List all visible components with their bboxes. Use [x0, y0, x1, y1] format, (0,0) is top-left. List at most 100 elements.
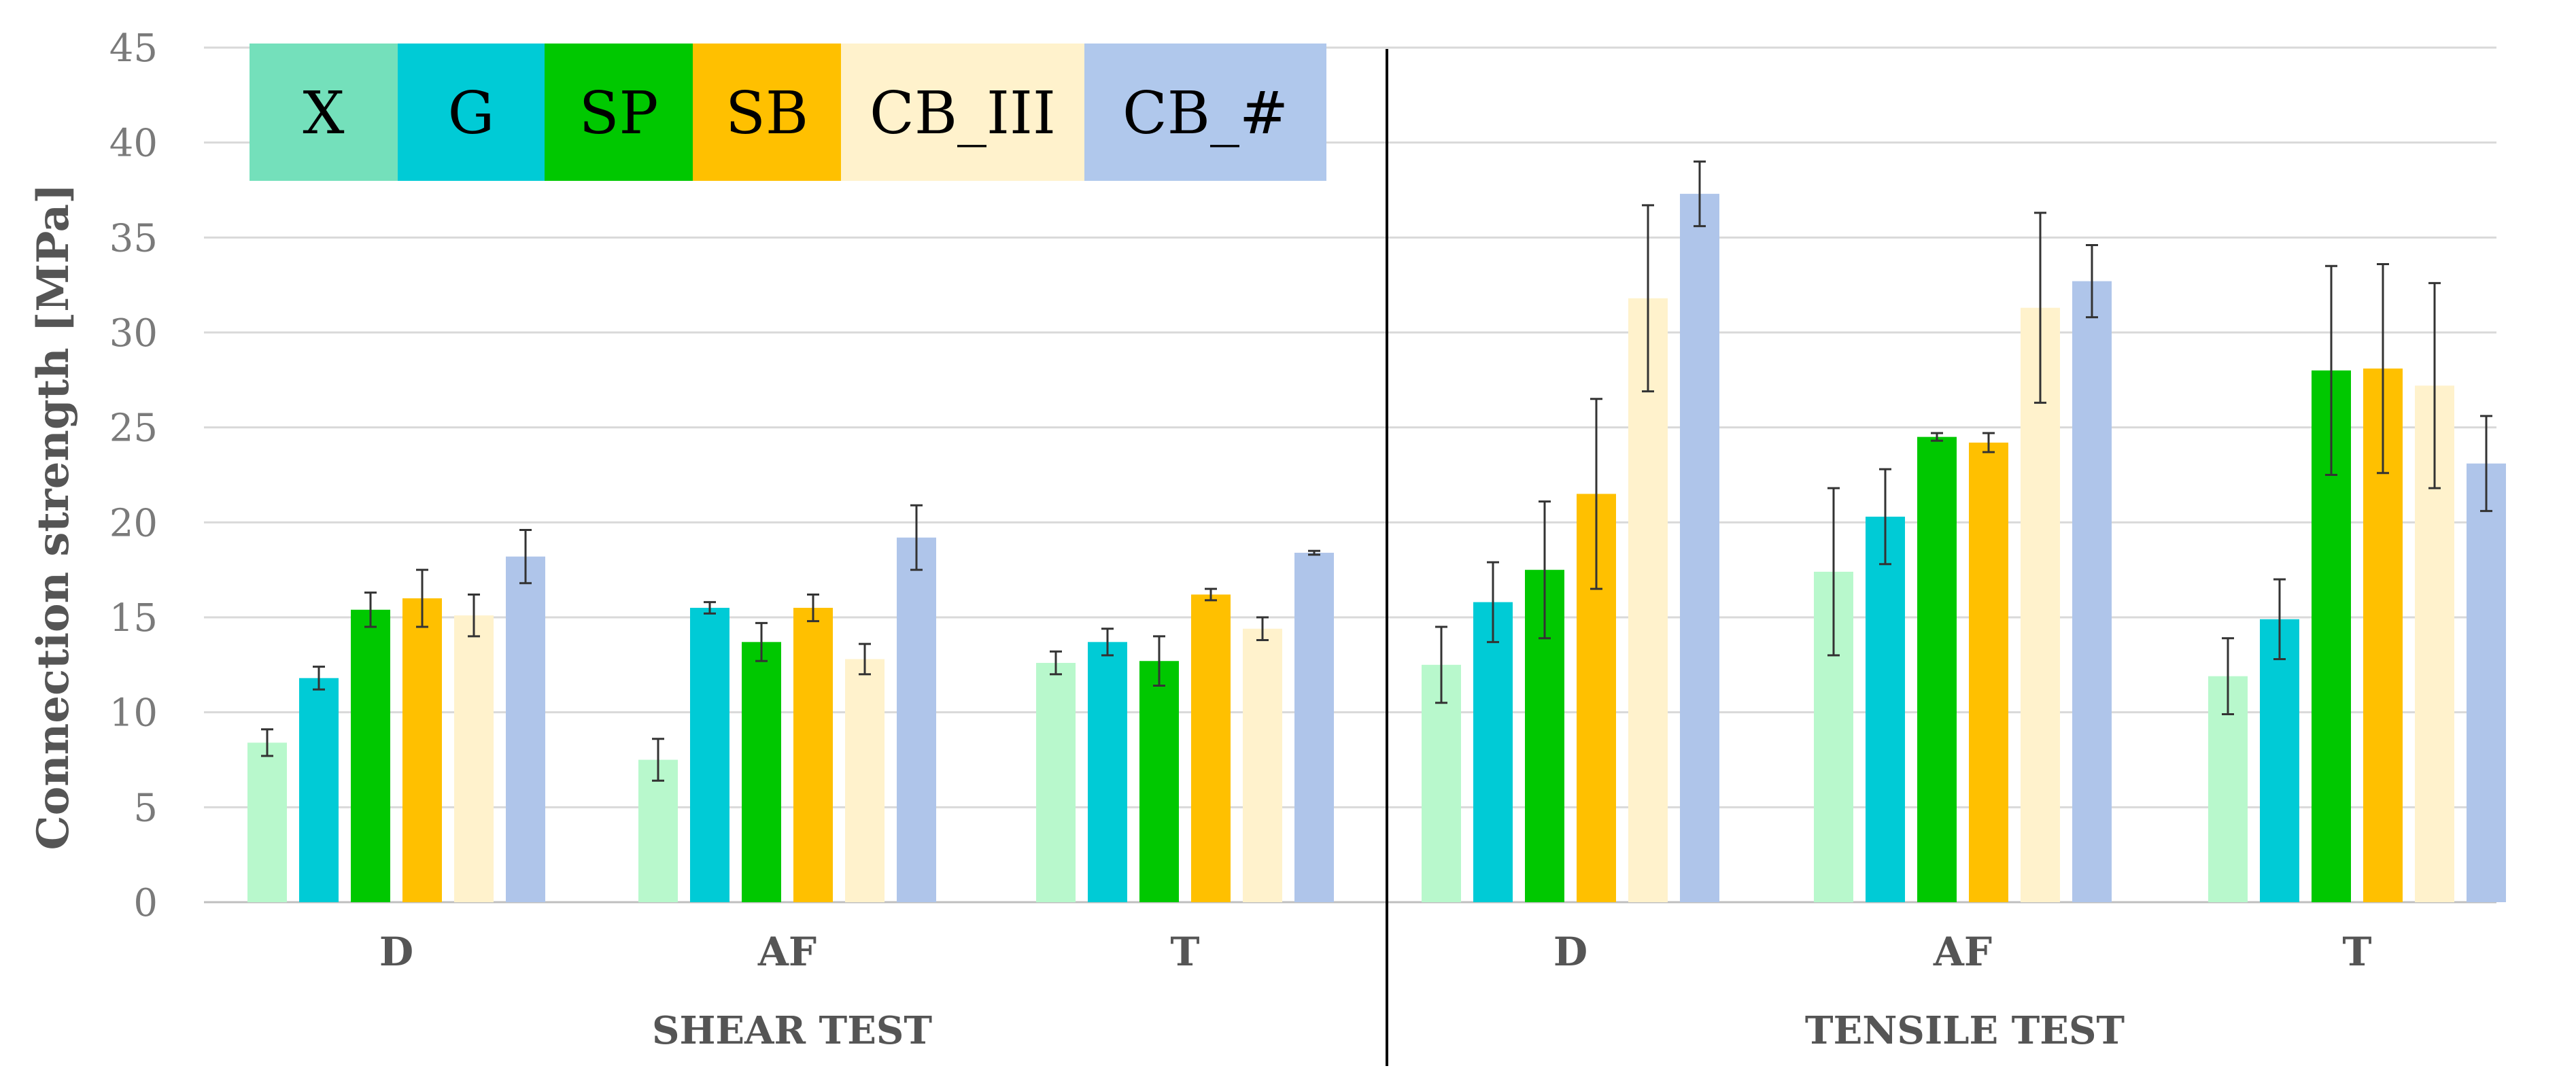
error-bar [1153, 635, 1165, 687]
error-bar [807, 593, 819, 623]
error-bar [1590, 398, 1602, 590]
error-bar [2222, 637, 2234, 715]
error-bar [364, 591, 377, 628]
bar [1036, 663, 1076, 902]
bar [1139, 661, 1179, 902]
error-bar [2325, 264, 2337, 476]
error-bar [2480, 415, 2492, 513]
error-bar [1101, 628, 1114, 657]
legend-label: X [303, 80, 344, 148]
legend: X G SP SB CB_III CB_# [250, 44, 1326, 181]
error-bar [1205, 587, 1217, 602]
bar [1680, 194, 1719, 902]
error-bar [1050, 650, 1062, 676]
error-bar [2377, 262, 2389, 475]
bar [1191, 594, 1231, 902]
bar [1628, 298, 1668, 903]
y-tick-label: 15 [109, 596, 158, 640]
bar [1866, 516, 1905, 902]
legend-item: X [250, 44, 398, 181]
bar [2072, 281, 2112, 903]
group-label: TENSILE TEST [1805, 1008, 2125, 1053]
error-bar [261, 728, 273, 757]
error-bar [755, 621, 768, 662]
error-bar [2086, 244, 2098, 319]
bar [299, 678, 339, 902]
error-bar [468, 593, 480, 638]
legend-swatch [693, 44, 841, 181]
legend-label: G [448, 80, 495, 148]
error-bar [2034, 211, 2046, 404]
legend-item: G [398, 44, 545, 181]
y-tick-label: 25 [109, 407, 158, 451]
bar [638, 759, 678, 902]
y-tick-label: 0 [133, 881, 158, 925]
error-bar [2428, 281, 2441, 490]
error-bar [704, 601, 716, 615]
bar [351, 609, 390, 902]
y-axis-label: Connection strength [MPa] [28, 184, 79, 851]
bar [2260, 619, 2299, 902]
bars-layer [247, 194, 2506, 903]
legend-item: SP [545, 44, 693, 181]
y-tick-label: 10 [109, 691, 158, 736]
y-tick-label: 45 [109, 27, 158, 71]
error-bar [1256, 616, 1269, 642]
y-tick-label: 40 [109, 122, 158, 166]
x-tick-label: D [1553, 929, 1587, 975]
error-bar [1487, 561, 1499, 643]
error-bar [2273, 578, 2286, 660]
error-bar [1931, 432, 1943, 442]
x-tick-label: D [379, 929, 413, 975]
legend-item: CB_# [1084, 44, 1326, 181]
bar [1917, 436, 1957, 902]
bar [2021, 307, 2060, 903]
legend-item: SB [693, 44, 841, 181]
bar [845, 659, 885, 902]
bar [742, 642, 781, 902]
legend-swatch [398, 44, 545, 181]
legend-swatch [1084, 44, 1326, 181]
error-bar [313, 666, 325, 691]
legend-label: SP [579, 80, 659, 148]
error-bar [1827, 487, 1840, 657]
bar [2467, 463, 2506, 902]
grid-layer [204, 46, 2496, 904]
x-tick-label: T [1170, 929, 1199, 975]
group-label: SHEAR TEST [652, 1008, 932, 1053]
y-tick-label: 30 [109, 311, 158, 356]
legend-swatch [545, 44, 693, 181]
legend-swatch [841, 44, 1084, 181]
axis-layer: 0 5 10 15 20 25 30 35 40 45 D AF T D AF T SHEAR TEST TENS… [109, 27, 2372, 1066]
error-bar [1435, 625, 1447, 704]
bar [1088, 642, 1127, 902]
error-bar [1694, 160, 1706, 228]
x-tick-label: AF [757, 929, 817, 975]
bar [1473, 602, 1513, 902]
bar [247, 742, 287, 902]
bar [1294, 553, 1334, 902]
error-bar [1642, 204, 1654, 393]
error-bar [652, 738, 664, 782]
y-tick-label: 5 [133, 786, 158, 830]
bar [1243, 628, 1282, 902]
legend-item: CB_III [841, 44, 1084, 181]
x-tick-label: T [2342, 929, 2371, 975]
bar [402, 598, 442, 902]
error-bar [910, 504, 923, 571]
legend-swatch [250, 44, 398, 181]
bar [793, 608, 833, 902]
bar [506, 556, 545, 902]
y-tick-label: 20 [109, 501, 158, 545]
error-bar [1308, 549, 1320, 556]
legend-label: CB_III [870, 80, 1056, 148]
y-tick-label: 35 [109, 216, 158, 260]
error-bar [1982, 432, 1995, 453]
error-bar [519, 529, 532, 585]
error-bar [859, 642, 871, 676]
error-bar [1539, 500, 1551, 640]
legend-label: CB_# [1122, 80, 1288, 148]
bar [897, 537, 936, 902]
bar [1969, 443, 2008, 902]
